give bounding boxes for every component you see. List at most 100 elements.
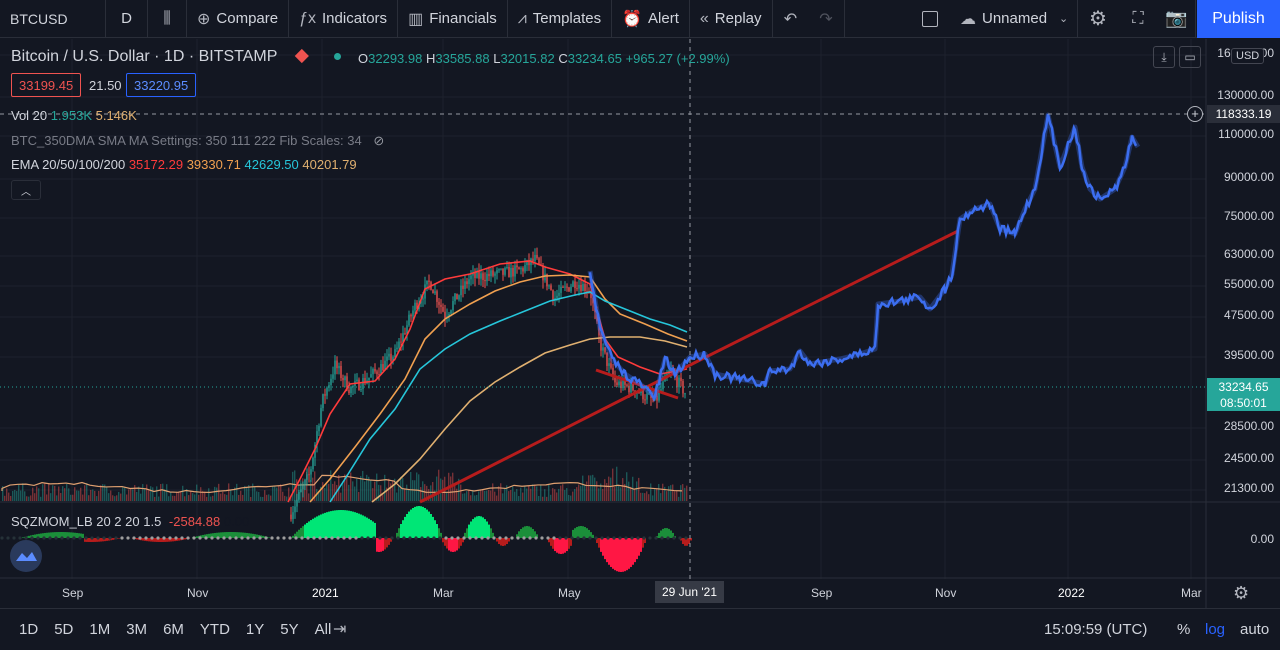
fullscreen-button[interactable]: ⛶	[1120, 0, 1156, 38]
squeeze-dot	[510, 536, 514, 540]
tradingview-logo[interactable]	[10, 540, 42, 572]
histogram-bar-positive	[492, 532, 494, 538]
layout-select-button[interactable]	[912, 0, 948, 38]
ema-legend[interactable]: EMA 20/50/100/200 35172.29 39330.71 4262…	[11, 157, 357, 172]
volume-bar	[584, 485, 586, 501]
range-button[interactable]: 5D	[54, 621, 74, 638]
candle-body	[560, 286, 562, 293]
histogram-bar-negative	[84, 538, 86, 542]
volume-bar	[340, 492, 342, 501]
interval-button[interactable]: D	[106, 0, 148, 38]
indicators-button[interactable]: ƒx Indicators	[289, 0, 399, 38]
square-icon	[922, 10, 938, 27]
time-axis-settings-gear-icon[interactable]: ⚙	[1233, 583, 1250, 603]
squeeze-dot	[546, 536, 550, 540]
volume-bar	[88, 495, 90, 501]
candle-body	[382, 364, 384, 371]
volume-bar	[240, 490, 242, 501]
log-toggle[interactable]: log	[1205, 621, 1226, 638]
add-alert-plus-icon[interactable]: +	[1187, 106, 1203, 122]
candle-body	[508, 267, 510, 278]
range-button[interactable]: 1M	[89, 621, 111, 638]
candle-body	[412, 310, 414, 317]
volume-bar	[652, 495, 654, 501]
squeeze-dot	[252, 536, 256, 540]
range-button[interactable]: 1D	[19, 621, 39, 638]
histogram-bar-positive	[64, 532, 66, 538]
range-button[interactable]: 1Y	[245, 621, 265, 638]
histogram-bar-positive	[210, 533, 212, 538]
bar-chart-icon: ▥	[408, 10, 424, 28]
range-button[interactable]: 3M	[126, 621, 148, 638]
compare-button[interactable]: ⊕ Compare	[187, 0, 290, 38]
date-range-calendar-icon[interactable]: ⇥	[333, 621, 347, 638]
volume-bar	[540, 485, 542, 501]
scroll-down-button[interactable]: ⤓	[1153, 46, 1175, 68]
candle-body	[552, 290, 554, 300]
histogram-bar-positive	[232, 532, 234, 538]
volume-bar	[492, 483, 494, 501]
symbol-search[interactable]: BTCUSD	[0, 0, 106, 38]
volume-bar	[616, 466, 618, 501]
snapshot-button[interactable]: 📷	[1158, 0, 1196, 38]
volume-bar	[4, 495, 6, 501]
settings-button[interactable]: ⚙	[1080, 0, 1116, 38]
volume-legend[interactable]: Vol 20 1.953K 5.146K	[11, 108, 137, 123]
range-button[interactable]: 5Y	[280, 621, 299, 638]
volume-bar	[230, 489, 232, 501]
volume-bar	[318, 491, 320, 501]
eye-hidden-icon[interactable]: ⊘	[373, 133, 385, 148]
chart-area[interactable]: Bitcoin / U.S. Dollar · 1D · BITSTAMP O3…	[0, 39, 1280, 608]
candle-body	[626, 384, 628, 386]
symbol-legend[interactable]: Bitcoin / U.S. Dollar · 1D · BITSTAMP	[11, 48, 342, 66]
sqzmom-legend[interactable]: SQZMOM_LB 20 2 20 1.5 -2584.88 0.00	[11, 514, 250, 529]
time-tick: May	[558, 586, 581, 600]
undo-button[interactable]: ↶	[773, 0, 809, 38]
currency-label[interactable]: USD	[1231, 48, 1265, 64]
candle-body	[426, 280, 428, 285]
squeeze-dot	[258, 536, 262, 540]
squeeze-dot	[138, 536, 142, 540]
auto-toggle[interactable]: auto	[1240, 621, 1270, 638]
templates-button[interactable]: ⩘ Templates	[508, 0, 613, 38]
ohlc-legend: O32293.98 H33585.88 L32015.82 C33234.65 …	[358, 51, 730, 66]
bid-price-box[interactable]: 33199.45	[11, 73, 82, 97]
range-button[interactable]: All	[314, 621, 332, 638]
replay-button[interactable]: « Replay	[690, 0, 773, 38]
chart-canvas[interactable]	[0, 39, 1280, 608]
histogram-bar-positive	[240, 532, 242, 538]
volume-bar	[398, 485, 400, 501]
volume-bar	[54, 485, 56, 501]
percent-toggle[interactable]: %	[1177, 621, 1191, 638]
volume-bar	[508, 491, 510, 501]
volume-bar	[524, 485, 526, 501]
range-button[interactable]: 6M	[163, 621, 184, 638]
alert-button[interactable]: ⏰ Alert	[612, 0, 690, 38]
maximize-pane-button[interactable]: ▭	[1179, 46, 1201, 68]
volume-bar	[438, 469, 440, 501]
volume-bar	[432, 482, 434, 501]
volume-bar	[294, 470, 296, 501]
volume-bar	[212, 495, 214, 501]
volume-bar	[6, 488, 8, 501]
publish-button[interactable]: Publish	[1197, 0, 1280, 38]
histogram-bar-positive	[208, 533, 210, 538]
redo-button[interactable]: ↷	[809, 0, 845, 38]
flag-icon[interactable]	[294, 48, 309, 64]
candle-body	[406, 325, 408, 334]
btc350-legend[interactable]: BTC_350DMA SMA MA Settings: 350 111 222 …	[11, 133, 384, 149]
ask-price-box[interactable]: 33220.95	[126, 73, 197, 97]
range-button[interactable]: YTD	[199, 621, 230, 638]
volume-bar	[274, 485, 276, 501]
squeeze-dot	[558, 536, 562, 540]
histogram-bar-negative	[148, 538, 150, 542]
financials-button[interactable]: ▥ Financials	[398, 0, 508, 38]
chart-style-button[interactable]: ⫼	[148, 0, 187, 38]
clock-label[interactable]: 15:09:59 (UTC)	[1044, 621, 1148, 638]
histogram-bar-positive	[438, 528, 440, 538]
layout-name-button[interactable]: ☁ Unnamed ⌄	[950, 0, 1078, 38]
candle-body	[516, 265, 518, 268]
volume-bar	[586, 481, 588, 501]
collapse-legend-button[interactable]: ︿	[11, 180, 41, 200]
squeeze-dot	[624, 536, 628, 540]
